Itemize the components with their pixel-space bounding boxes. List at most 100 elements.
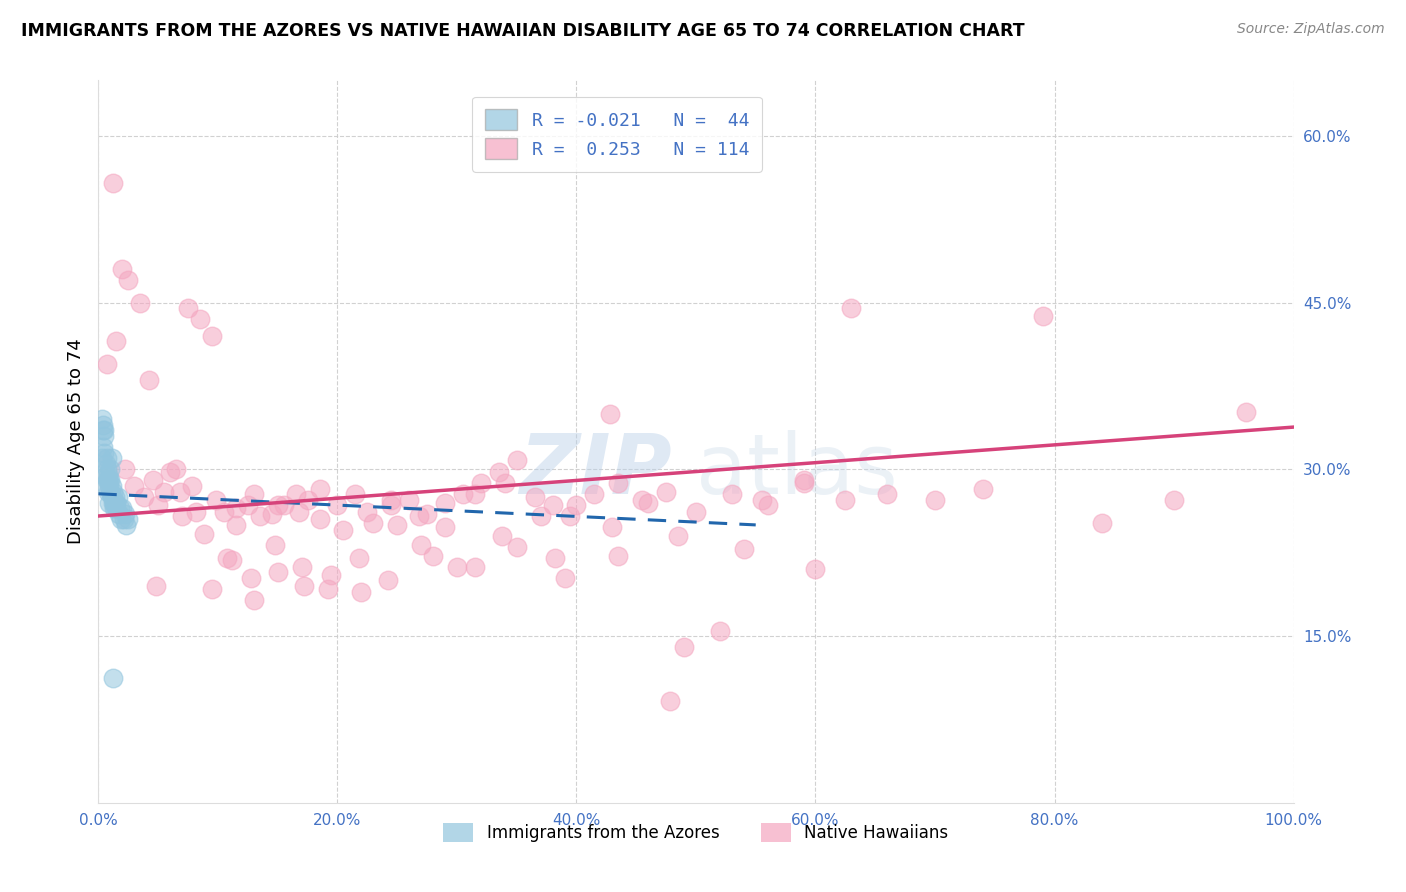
Point: [554, 571, 576, 585]
Point: [363, 516, 385, 530]
Point: [924, 493, 946, 508]
Point: [94, 467, 117, 482]
Point: [385, 517, 409, 532]
Point: [1163, 493, 1185, 508]
Point: [148, 498, 170, 512]
Point: [446, 560, 468, 574]
Point: [494, 475, 516, 490]
Point: [104, 490, 127, 504]
Point: [834, 493, 856, 508]
Point: [264, 538, 287, 552]
Point: [142, 474, 165, 488]
Point: [165, 462, 187, 476]
Point: [97, 474, 120, 488]
Point: [107, 490, 129, 504]
Point: [91, 451, 114, 466]
Point: [249, 508, 271, 523]
Point: [105, 501, 128, 516]
Point: [422, 549, 444, 563]
Point: [132, 490, 155, 504]
Point: [193, 526, 215, 541]
Point: [470, 475, 492, 490]
Point: [98, 462, 122, 476]
Point: [709, 624, 731, 638]
Text: IMMIGRANTS FROM THE AZORES VS NATIVE HAWAIIAN DISABILITY AGE 65 TO 74 CORRELATIO: IMMIGRANTS FROM THE AZORES VS NATIVE HAW…: [21, 22, 1025, 40]
Point: [110, 512, 132, 526]
Point: [316, 582, 339, 597]
Point: [117, 273, 139, 287]
Text: ZIP: ZIP: [519, 430, 672, 511]
Point: [321, 568, 343, 582]
Point: [98, 484, 122, 499]
Point: [96, 357, 118, 371]
Point: [411, 538, 433, 552]
Point: [451, 487, 474, 501]
Point: [243, 487, 266, 501]
Point: [291, 560, 314, 574]
Point: [93, 424, 115, 438]
Point: [101, 484, 124, 499]
Point: [103, 501, 125, 516]
Point: [243, 593, 266, 607]
Point: [655, 484, 678, 499]
Point: [96, 462, 118, 476]
Point: [172, 508, 194, 523]
Point: [876, 487, 898, 501]
Point: [599, 407, 621, 421]
Point: [583, 487, 606, 501]
Point: [756, 498, 779, 512]
Point: [91, 412, 114, 426]
Point: [225, 517, 247, 532]
Point: [308, 512, 330, 526]
Point: [297, 493, 319, 508]
Point: [491, 529, 513, 543]
Point: [408, 508, 430, 523]
Point: [523, 490, 546, 504]
Point: [117, 512, 139, 526]
Point: [506, 453, 529, 467]
Point: [347, 551, 370, 566]
Point: [93, 445, 115, 459]
Text: Source: ZipAtlas.com: Source: ZipAtlas.com: [1237, 22, 1385, 37]
Point: [93, 429, 115, 443]
Point: [434, 520, 457, 534]
Point: [1234, 404, 1257, 418]
Point: [793, 475, 815, 490]
Point: [530, 508, 553, 523]
Point: [666, 529, 689, 543]
Point: [138, 373, 160, 387]
Point: [115, 517, 138, 532]
Y-axis label: Disability Age 65 to 74: Disability Age 65 to 74: [66, 339, 84, 544]
Point: [292, 579, 315, 593]
Point: [273, 498, 295, 512]
Point: [751, 493, 773, 508]
Point: [129, 295, 152, 310]
Point: [177, 301, 200, 315]
Point: [124, 479, 146, 493]
Point: [972, 483, 994, 497]
Point: [685, 505, 707, 519]
Point: [112, 512, 135, 526]
Legend: Immigrants from the Azores, Native Hawaiians: Immigrants from the Azores, Native Hawai…: [437, 816, 955, 848]
Point: [114, 462, 136, 476]
Point: [96, 474, 118, 488]
Point: [560, 508, 582, 523]
Point: [169, 484, 191, 499]
Point: [673, 640, 696, 655]
Point: [201, 329, 224, 343]
Point: [506, 540, 529, 554]
Point: [267, 565, 290, 579]
Point: [104, 496, 127, 510]
Point: [111, 262, 134, 277]
Point: [398, 493, 420, 508]
Point: [100, 490, 122, 504]
Point: [212, 505, 235, 519]
Point: [267, 498, 290, 512]
Point: [350, 584, 373, 599]
Point: [260, 507, 283, 521]
Point: [841, 301, 863, 315]
Point: [721, 487, 744, 501]
Point: [288, 505, 311, 519]
Point: [308, 483, 330, 497]
Point: [100, 451, 122, 466]
